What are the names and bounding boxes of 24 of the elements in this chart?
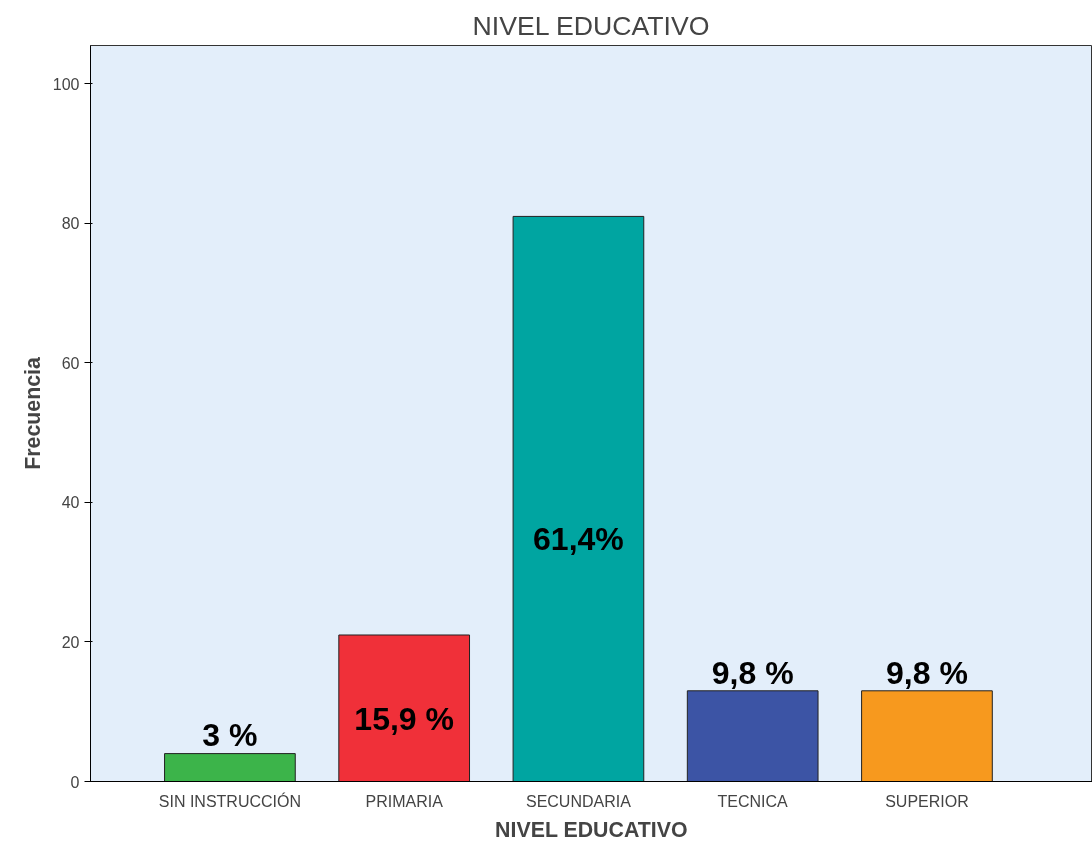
bar (512, 215, 645, 782)
y-tick-label: 20 (61, 633, 80, 651)
x-tick-label: TECNICA (717, 792, 789, 810)
x-axis-title: NIVEL EDUCATIVO (495, 817, 688, 842)
x-tick-label: SUPERIOR (885, 792, 969, 810)
x-tick-label: PRIMARIA (365, 792, 444, 810)
x-tick-label: SECUNDARIA (525, 792, 632, 810)
annotation: 9,8 % (886, 654, 968, 691)
annotation: 3 % (202, 717, 258, 754)
bar (686, 690, 819, 782)
annotation: 9,8 % (711, 654, 794, 691)
annotation: 15,9 % (354, 700, 454, 737)
y-tick-label: 0 (70, 773, 80, 791)
y-axis-title: Frecuencia (20, 357, 45, 470)
bar (338, 634, 471, 782)
annotation: 61,4% (533, 520, 624, 557)
x-tick-label: SIN INSTRUCCIÓN (158, 791, 302, 810)
y-tick-label: 40 (61, 494, 80, 512)
chart-title: NIVEL EDUCATIVO (472, 10, 710, 41)
y-tick-label: 80 (61, 215, 80, 233)
y-tick-label: 60 (61, 354, 80, 372)
bar (861, 690, 993, 782)
bar (164, 753, 296, 782)
y-tick-label: 100 (52, 75, 80, 93)
